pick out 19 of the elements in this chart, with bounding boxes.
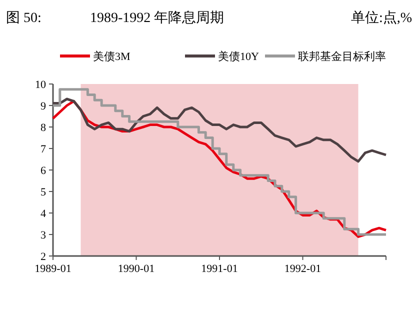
y-tick-label: 4 (40, 208, 46, 220)
x-tick-label: 1989-01 (34, 263, 72, 275)
legend-label: 美债10Y (218, 50, 259, 63)
legend-label: 联邦基金目标利率 (298, 50, 386, 63)
text: 单位:点,% (350, 10, 412, 26)
y-tick-label: 5 (40, 186, 46, 198)
y-tick-label: 9 (40, 100, 46, 112)
x-tick-label: 1991-01 (201, 263, 238, 275)
y-tick-label: 3 (40, 230, 46, 242)
x-tick-label: 1992-01 (284, 263, 322, 275)
y-tick-label: 6 (40, 165, 46, 177)
legend-label: 美债3M (93, 50, 130, 63)
caption: 图 50: (6, 11, 42, 26)
chart-title: 1989-1992 年降息周期 (90, 10, 224, 26)
y-tick-label: 2 (40, 251, 46, 263)
x-tick-label: 1990-01 (118, 263, 155, 275)
y-tick-label: 7 (40, 144, 46, 156)
y-tick-label: 8 (40, 122, 46, 134)
y-tick-label: 10 (35, 79, 46, 91)
